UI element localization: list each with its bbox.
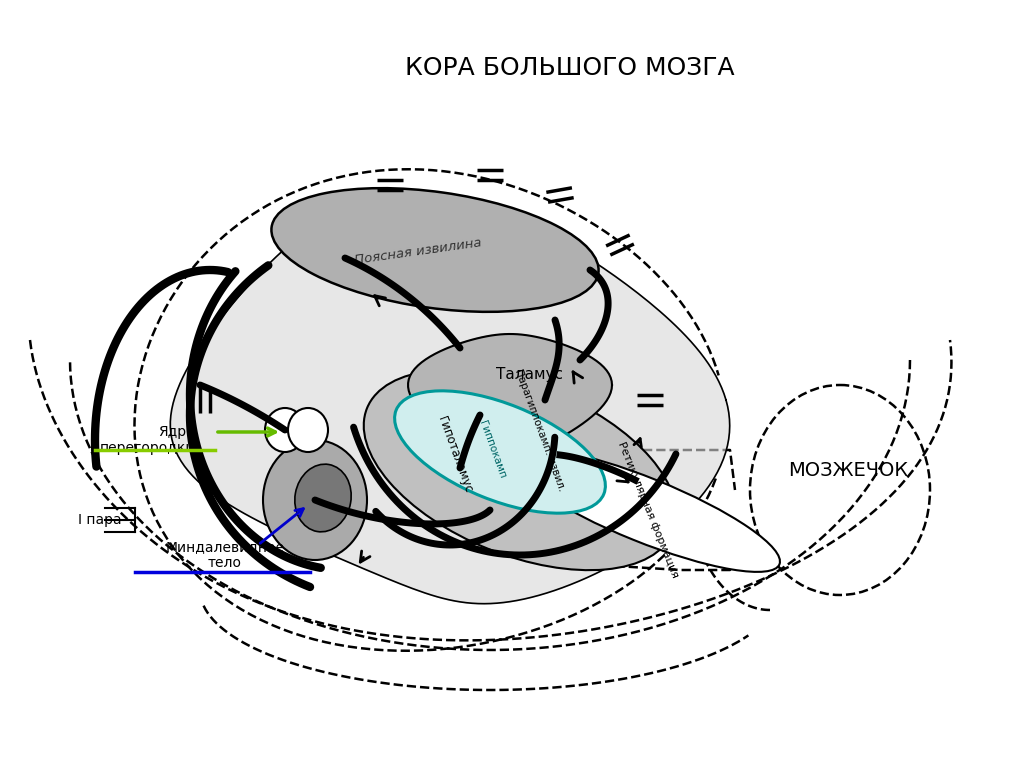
Text: Миндалевидное
тело: Миндалевидное тело bbox=[166, 540, 285, 570]
Text: I пара: I пара bbox=[78, 513, 122, 527]
Text: МОЗЖЕЧОК: МОЗЖЕЧОК bbox=[787, 460, 908, 479]
Polygon shape bbox=[409, 334, 612, 454]
Text: Парагиппокамп. извил.: Парагиппокамп. извил. bbox=[513, 367, 567, 492]
Ellipse shape bbox=[394, 391, 605, 513]
Text: Гипоталамус: Гипоталамус bbox=[435, 415, 475, 495]
Ellipse shape bbox=[510, 448, 780, 572]
Ellipse shape bbox=[364, 370, 676, 570]
Text: Гиппокамп: Гиппокамп bbox=[477, 420, 507, 480]
Ellipse shape bbox=[295, 464, 351, 532]
Text: Поясная извилина: Поясная извилина bbox=[353, 237, 482, 268]
Text: Ретикулярная формация: Ретикулярная формация bbox=[616, 440, 680, 580]
Ellipse shape bbox=[263, 440, 367, 560]
Text: КОРА БОЛЬШОГО МОЗГА: КОРА БОЛЬШОГО МОЗГА bbox=[406, 56, 735, 80]
Polygon shape bbox=[170, 196, 730, 604]
Ellipse shape bbox=[265, 408, 305, 452]
Text: Ядра
перегородки: Ядра перегородки bbox=[99, 425, 195, 455]
Ellipse shape bbox=[271, 188, 599, 312]
Ellipse shape bbox=[288, 408, 328, 452]
Text: Таламус: Таламус bbox=[497, 367, 563, 383]
